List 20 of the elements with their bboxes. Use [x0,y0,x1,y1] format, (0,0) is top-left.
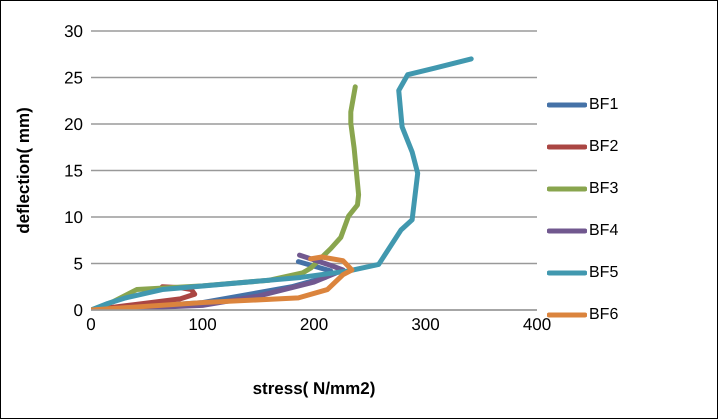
x-tick-label: 200 [300,315,328,334]
y-tick-label: 10 [64,208,83,228]
x-tick-label: 400 [522,315,552,334]
legend-label: BF5 [589,264,618,282]
x-axis-title: stress( N/mm2) [252,379,376,398]
x-tick-label: 100 [188,315,217,334]
legend-label: BF2 [589,138,618,156]
legend-label: BF1 [589,96,618,114]
legend-label: BF6 [589,306,618,324]
x-tick-label: 0 [86,315,96,334]
x-tick-label: 300 [411,315,440,334]
y-tick-label: 25 [64,68,83,88]
y-tick-label: 0 [74,301,83,320]
y-tick-label: 30 [64,22,83,42]
y-tick-label: 5 [74,254,83,274]
y-tick-label: 15 [64,162,83,181]
y-axis-title: deflection( mm) [14,107,34,234]
y-tick-label: 20 [64,115,83,134]
legend-label: BF4 [589,222,618,240]
legend-label: BF3 [589,180,618,198]
